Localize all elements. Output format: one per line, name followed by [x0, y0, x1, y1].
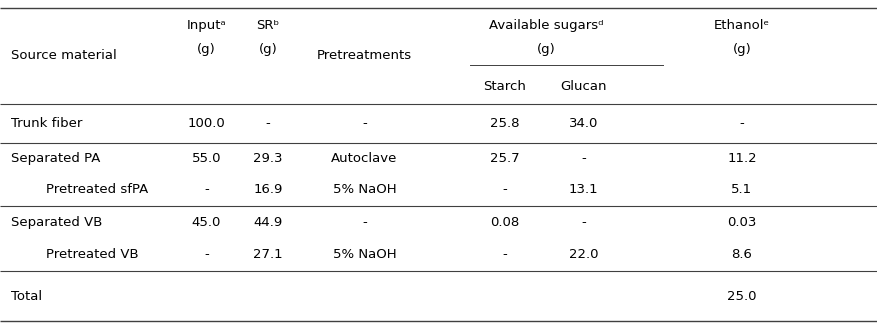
Text: SRᵇ: SRᵇ — [256, 19, 279, 32]
Text: 25.8: 25.8 — [489, 117, 519, 130]
Text: Pretreatments: Pretreatments — [317, 49, 411, 63]
Text: -: - — [581, 215, 586, 229]
Text: (g): (g) — [536, 43, 555, 56]
Text: Separated VB: Separated VB — [11, 215, 102, 229]
Text: 5.1: 5.1 — [731, 184, 752, 196]
Text: 22.0: 22.0 — [568, 248, 598, 262]
Text: Pretreated VB: Pretreated VB — [46, 248, 138, 262]
Text: -: - — [265, 117, 270, 130]
Text: 5% NaOH: 5% NaOH — [332, 248, 396, 262]
Text: -: - — [203, 184, 209, 196]
Text: -: - — [502, 184, 507, 196]
Text: -: - — [738, 117, 744, 130]
Text: 25.7: 25.7 — [489, 152, 519, 165]
Text: (g): (g) — [258, 43, 277, 56]
Text: 45.0: 45.0 — [191, 215, 221, 229]
Text: 16.9: 16.9 — [253, 184, 282, 196]
Text: Ethanolᵉ: Ethanolᵉ — [713, 19, 769, 32]
Text: -: - — [203, 248, 209, 262]
Text: Glucan: Glucan — [560, 80, 606, 93]
Text: 13.1: 13.1 — [568, 184, 598, 196]
Text: 0.08: 0.08 — [489, 215, 519, 229]
Text: -: - — [361, 117, 367, 130]
Text: 34.0: 34.0 — [568, 117, 598, 130]
Text: -: - — [361, 215, 367, 229]
Text: -: - — [502, 248, 507, 262]
Text: Total: Total — [11, 290, 41, 303]
Text: Trunk fiber: Trunk fiber — [11, 117, 82, 130]
Text: Separated PA: Separated PA — [11, 152, 100, 165]
Text: Starch: Starch — [483, 80, 525, 93]
Text: 8.6: 8.6 — [731, 248, 752, 262]
Text: -: - — [581, 152, 586, 165]
Text: Pretreated sfPA: Pretreated sfPA — [46, 184, 147, 196]
Text: 5% NaOH: 5% NaOH — [332, 184, 396, 196]
Text: (g): (g) — [196, 43, 216, 56]
Text: 0.03: 0.03 — [726, 215, 756, 229]
Text: Autoclave: Autoclave — [331, 152, 397, 165]
Text: 100.0: 100.0 — [188, 117, 225, 130]
Text: (g): (g) — [731, 43, 751, 56]
Text: Available sugarsᵈ: Available sugarsᵈ — [488, 19, 602, 32]
Text: Source material: Source material — [11, 49, 116, 63]
Text: 27.1: 27.1 — [253, 248, 282, 262]
Text: 55.0: 55.0 — [191, 152, 221, 165]
Text: 29.3: 29.3 — [253, 152, 282, 165]
Text: 25.0: 25.0 — [726, 290, 756, 303]
Text: 11.2: 11.2 — [726, 152, 756, 165]
Text: 44.9: 44.9 — [253, 215, 282, 229]
Text: Inputᵃ: Inputᵃ — [186, 19, 226, 32]
